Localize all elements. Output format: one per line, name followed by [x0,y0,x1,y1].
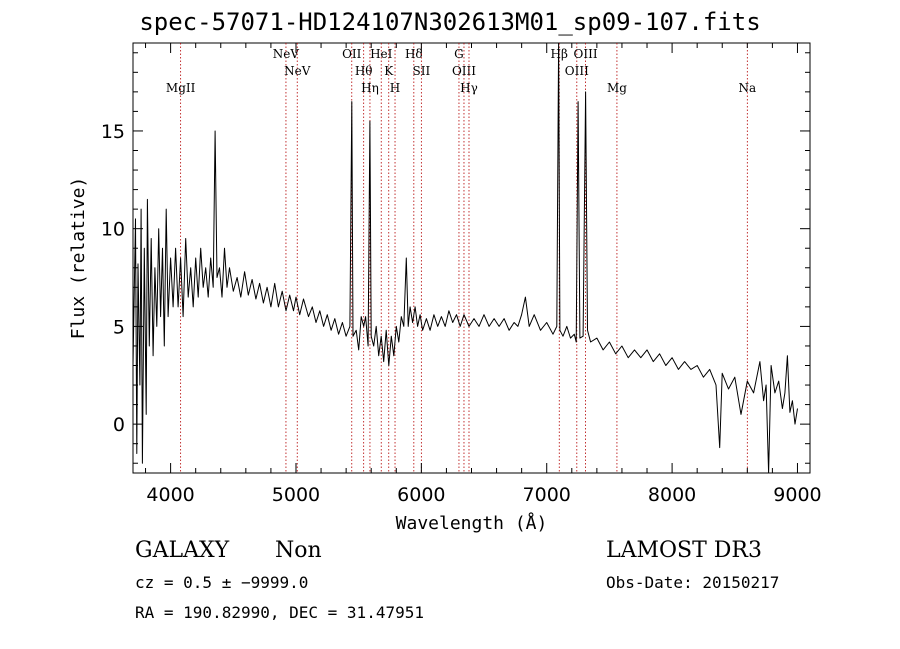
y-tick-label: 10 [101,219,125,241]
line-label-oii: OII [342,47,362,61]
line-label-hβ: Hβ [551,47,568,61]
line-label-sii: SII [413,64,431,78]
x-tick-label: 9000 [773,484,821,506]
x-tick-label: 7000 [523,484,571,506]
line-label-g: G [454,47,464,61]
survey-label: LAMOST DR3 [606,538,762,563]
cz-value: cz = 0.5 ± −9999.0 [135,573,309,592]
line-label-h: H [390,81,400,95]
line-label-nev: NeV [273,47,300,61]
line-label-na: Na [738,81,756,95]
x-axis-label: Wavelength (Å) [396,512,548,534]
line-label-k: K [384,64,394,78]
line-label-oiii: OIII [565,64,589,78]
line-label-oiii: OIII [452,64,476,78]
object-subclass: Non [275,538,322,563]
line-label-oiii: OIII [574,47,598,61]
line-label-hγ: Hγ [460,81,478,95]
y-tick-label: 5 [113,316,125,338]
line-label-mg: Mg [607,81,627,95]
line-label-nev: NeV [284,64,311,78]
y-axis-label: Flux (relative) [68,177,89,340]
spectrum-series [132,42,798,474]
x-tick-label: 4000 [146,484,194,506]
plot-frame [132,42,811,474]
line-label-hη: Hη [361,81,379,95]
line-label-hei: HeI [370,47,393,61]
object-class: GALAXY [135,538,230,563]
x-tick-label: 6000 [397,484,445,506]
y-tick-label: 15 [101,121,125,143]
x-tick-label: 5000 [272,484,320,506]
obs-date: Obs-Date: 20150217 [606,573,780,592]
y-tick-label: 0 [113,414,125,436]
line-label-mgii: MgII [166,81,196,95]
line-label-hθ: Hθ [355,64,373,78]
x-tick-label: 8000 [648,484,696,506]
chart-title: spec-57071-HD124107N302613M01_sp09-107.f… [139,8,761,36]
ra-dec: RA = 190.82990, DEC = 31.47951 [135,603,424,622]
line-label-hδ: Hδ [405,47,423,61]
